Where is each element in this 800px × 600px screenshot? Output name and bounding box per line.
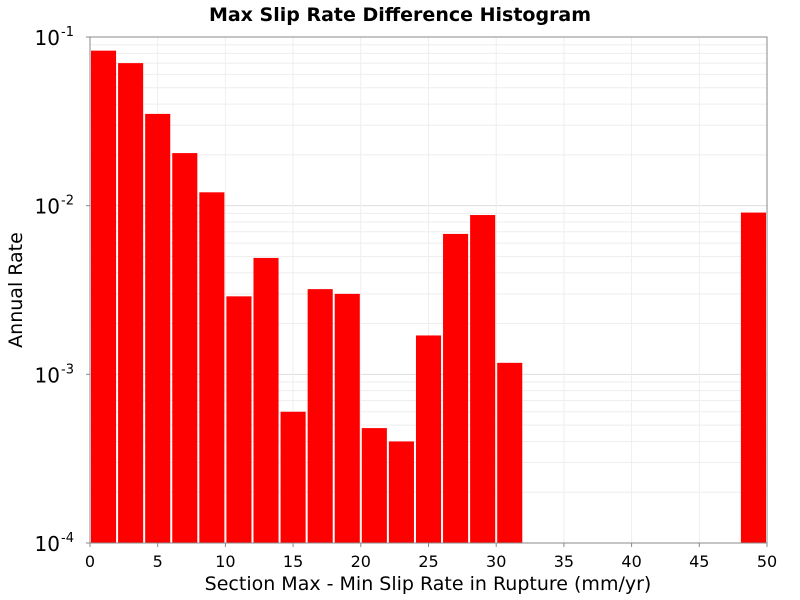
y-tick-exponent: -3 (61, 362, 74, 377)
y-tick-exponent: -1 (61, 25, 74, 40)
y-axis-label: Annual Rate (5, 232, 27, 348)
y-tick-exponent: -4 (61, 531, 74, 546)
bars (91, 50, 766, 544)
histogram-bar (199, 192, 225, 543)
x-axis-label: Section Max - Min Slip Rate in Rupture (… (205, 573, 652, 595)
x-tick-label: 20 (351, 552, 371, 571)
histogram-bar (497, 362, 523, 543)
x-tick-label: 25 (418, 552, 438, 571)
y-tick-label: 10 (35, 195, 60, 219)
histogram-bar (470, 215, 496, 544)
y-tick-exponent: -2 (61, 194, 74, 209)
histogram-bar (280, 411, 306, 543)
histogram-bar (443, 233, 469, 544)
histogram-bar (361, 428, 387, 543)
histogram-bar (334, 293, 360, 543)
histogram-bar (118, 63, 144, 543)
x-tick-label: 35 (554, 552, 574, 571)
histogram-bar (253, 257, 279, 543)
y-axis-ticks: 10-410-310-210-1 (35, 25, 90, 556)
histogram-bar (740, 212, 766, 543)
x-tick-label: 0 (85, 552, 95, 571)
x-tick-label: 5 (153, 552, 163, 571)
y-tick-label: 10 (35, 26, 60, 50)
x-tick-label: 10 (215, 552, 235, 571)
x-tick-label: 50 (757, 552, 777, 571)
x-tick-label: 30 (486, 552, 506, 571)
histogram-bar (145, 113, 171, 544)
x-tick-label: 40 (621, 552, 641, 571)
histogram-bar (172, 153, 198, 544)
x-tick-label: 15 (283, 552, 303, 571)
histogram-bar (307, 289, 333, 543)
y-tick-label: 10 (35, 363, 60, 387)
x-tick-label: 45 (689, 552, 709, 571)
chart-title: Max Slip Rate Difference Histogram (209, 4, 591, 26)
x-axis-ticks: 0 5 10 15 20 25 30 35 40 45 50 (85, 543, 777, 571)
y-tick-label: 10 (35, 532, 60, 556)
histogram-bar (388, 441, 414, 543)
histogram-bar (415, 335, 442, 543)
histogram-bar (91, 50, 117, 543)
histogram-bar (226, 296, 252, 543)
